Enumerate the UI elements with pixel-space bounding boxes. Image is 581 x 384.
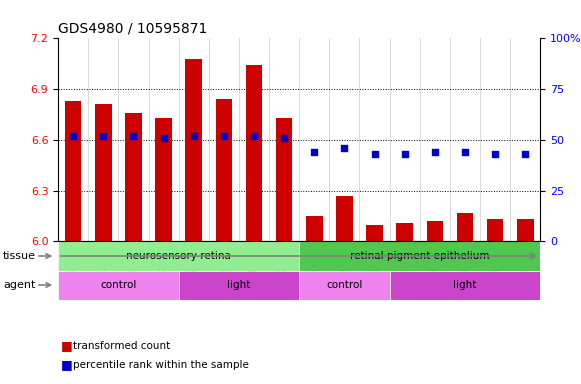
Text: light: light bbox=[453, 280, 476, 290]
Point bbox=[340, 145, 349, 151]
FancyBboxPatch shape bbox=[299, 270, 390, 300]
Text: light: light bbox=[227, 280, 250, 290]
FancyBboxPatch shape bbox=[58, 270, 179, 300]
Bar bbox=[65, 101, 81, 242]
Text: tissue: tissue bbox=[3, 251, 36, 261]
Bar bbox=[366, 225, 383, 242]
Bar bbox=[487, 220, 503, 242]
Bar bbox=[246, 66, 262, 242]
Point bbox=[129, 133, 138, 139]
Bar bbox=[125, 113, 142, 242]
Bar bbox=[216, 99, 232, 242]
Bar bbox=[426, 221, 443, 242]
Point bbox=[249, 133, 259, 139]
Text: control: control bbox=[327, 280, 363, 290]
Text: agent: agent bbox=[3, 280, 35, 290]
Bar bbox=[396, 223, 413, 242]
Bar bbox=[276, 118, 292, 242]
Bar bbox=[517, 220, 533, 242]
Point bbox=[490, 151, 500, 157]
Bar bbox=[457, 213, 474, 242]
Bar bbox=[95, 104, 112, 242]
Bar bbox=[155, 118, 172, 242]
Point bbox=[430, 149, 439, 155]
Text: control: control bbox=[100, 280, 137, 290]
FancyBboxPatch shape bbox=[179, 270, 299, 300]
Bar bbox=[306, 216, 322, 242]
Text: GDS4980 / 10595871: GDS4980 / 10595871 bbox=[58, 22, 207, 36]
Text: transformed count: transformed count bbox=[73, 341, 170, 351]
Point bbox=[400, 151, 410, 157]
Point bbox=[159, 135, 168, 141]
Text: ■: ■ bbox=[61, 339, 73, 352]
Text: retinal pigment epithelium: retinal pigment epithelium bbox=[350, 251, 490, 261]
Point bbox=[279, 135, 289, 141]
Text: percentile rank within the sample: percentile rank within the sample bbox=[73, 360, 249, 370]
Text: neurosensory retina: neurosensory retina bbox=[126, 251, 231, 261]
FancyBboxPatch shape bbox=[58, 242, 299, 270]
FancyBboxPatch shape bbox=[299, 242, 540, 270]
Point bbox=[521, 151, 530, 157]
Point bbox=[370, 151, 379, 157]
Bar bbox=[336, 196, 353, 242]
Point bbox=[69, 133, 78, 139]
FancyBboxPatch shape bbox=[390, 270, 540, 300]
Point bbox=[460, 149, 469, 155]
Point bbox=[189, 133, 198, 139]
Point bbox=[310, 149, 319, 155]
Text: ■: ■ bbox=[61, 358, 73, 371]
Bar bbox=[185, 59, 202, 242]
Point bbox=[219, 133, 228, 139]
Point bbox=[99, 133, 108, 139]
